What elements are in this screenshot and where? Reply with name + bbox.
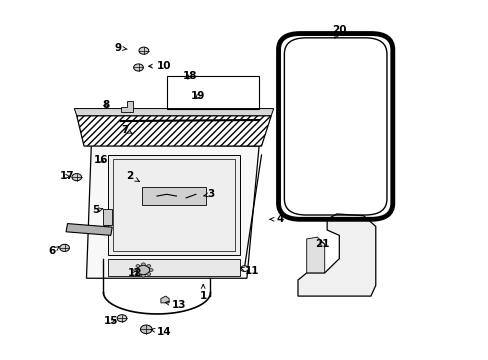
Circle shape xyxy=(133,269,137,271)
Circle shape xyxy=(140,325,152,334)
Polygon shape xyxy=(121,102,132,112)
Text: 20: 20 xyxy=(331,25,346,38)
Text: 5: 5 xyxy=(92,205,102,215)
Text: 7: 7 xyxy=(122,125,132,135)
Polygon shape xyxy=(86,144,259,278)
Polygon shape xyxy=(161,296,169,303)
Text: 1: 1 xyxy=(199,285,206,301)
Text: 14: 14 xyxy=(151,327,171,337)
Polygon shape xyxy=(74,109,273,116)
Circle shape xyxy=(146,273,150,275)
Text: 2: 2 xyxy=(126,171,139,181)
Text: 10: 10 xyxy=(148,61,171,71)
Text: 12: 12 xyxy=(127,268,142,278)
Polygon shape xyxy=(77,116,271,146)
Circle shape xyxy=(136,265,140,267)
Circle shape xyxy=(60,244,69,251)
Text: 21: 21 xyxy=(314,239,329,249)
Polygon shape xyxy=(108,258,239,276)
Circle shape xyxy=(146,265,150,267)
Text: 19: 19 xyxy=(191,91,205,101)
Text: 8: 8 xyxy=(102,100,109,110)
Circle shape xyxy=(72,174,81,181)
Circle shape xyxy=(141,263,145,266)
Text: 18: 18 xyxy=(183,71,197,81)
Text: 11: 11 xyxy=(240,266,259,276)
Circle shape xyxy=(117,315,126,322)
Polygon shape xyxy=(297,214,375,296)
Text: 15: 15 xyxy=(103,316,118,326)
Circle shape xyxy=(137,265,149,275)
Circle shape xyxy=(149,269,153,271)
Polygon shape xyxy=(102,208,112,225)
Polygon shape xyxy=(142,187,205,205)
Text: 9: 9 xyxy=(114,43,127,53)
Polygon shape xyxy=(66,224,112,235)
Text: 17: 17 xyxy=(60,171,74,181)
Text: 6: 6 xyxy=(49,247,59,256)
Circle shape xyxy=(141,274,145,277)
Polygon shape xyxy=(108,155,239,255)
Text: 13: 13 xyxy=(165,300,186,310)
Text: 16: 16 xyxy=(94,156,108,165)
Circle shape xyxy=(240,266,248,271)
Text: 4: 4 xyxy=(269,214,283,224)
Polygon shape xyxy=(306,237,324,273)
Circle shape xyxy=(136,273,140,275)
Text: 3: 3 xyxy=(203,189,214,199)
Circle shape xyxy=(133,64,143,71)
Circle shape xyxy=(139,47,148,54)
